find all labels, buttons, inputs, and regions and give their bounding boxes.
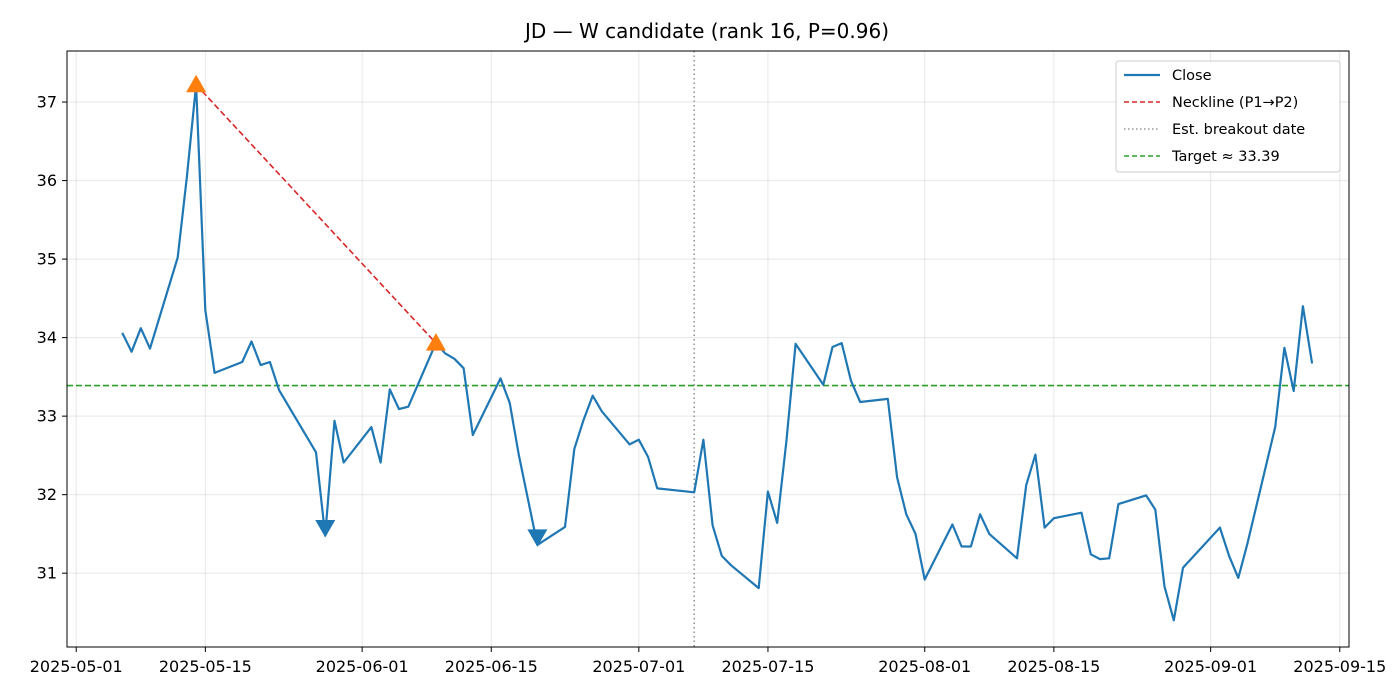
y-tick-label: 36 [37,171,57,190]
plot-frame [66,50,1350,648]
legend-label: Est. breakout date [1172,122,1305,138]
markers [186,74,548,547]
peak-marker [186,74,207,93]
x-tick-label: 2025-08-01 [878,657,971,676]
legend: Close Neckline (P1→P2) Est. breakout date T… [1115,60,1341,173]
x-tick-label: 2025-06-15 [445,657,538,676]
x-tick-label: 2025-07-15 [721,657,814,676]
trough-marker [315,519,336,538]
y-tick-label: 34 [37,328,57,347]
neckline [195,84,437,344]
reference-lines [67,51,1349,647]
legend-label: Neckline (P1→P2) [1172,95,1298,111]
trough-marker [527,529,548,547]
x-tick-label: 2025-09-01 [1164,657,1257,676]
x-tick-label: 2025-05-01 [30,657,123,676]
chart-title: JD — W candidate (rank 16, P=0.96) [523,19,889,43]
legend-label: Close [1172,68,1212,84]
y-tick-label: 35 [37,250,57,269]
y-tick-label: 31 [37,564,57,583]
y-tick-label: 33 [37,407,57,426]
x-tick-label: 2025-09-15 [1293,657,1386,676]
peak-marker [425,333,446,351]
y-tick-label: 37 [37,93,57,112]
x-tick-label: 2025-05-15 [159,657,252,676]
x-tick-label: 2025-06-01 [316,657,409,676]
y-tick-label: 32 [37,485,57,504]
axes: 2025-05-01 2025-05-15 2025-06-01 2025-06-15… [30,93,1387,676]
x-tick-label: 2025-07-01 [592,657,685,676]
legend-box [1115,60,1341,173]
legend-label: Target ≈ 33.39 [1171,149,1280,165]
x-tick-label: 2025-08-15 [1007,657,1100,676]
